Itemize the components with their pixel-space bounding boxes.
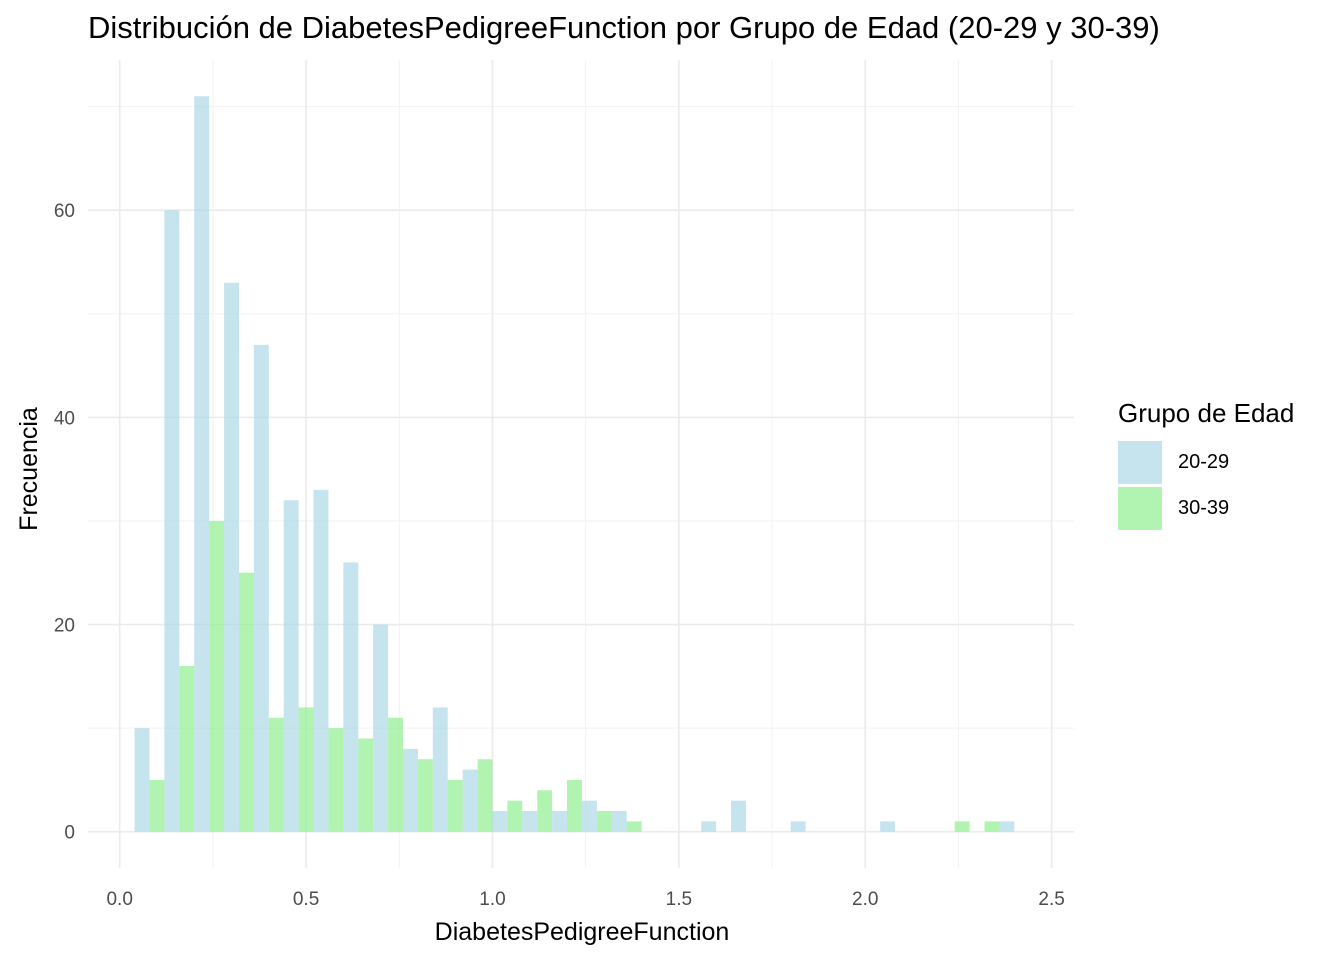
x-tick-label: 1.5: [666, 889, 692, 910]
bar-20-29-0.40: [253, 344, 269, 832]
bar-30-39-0.96: [477, 759, 493, 832]
bar-20-29-0.72: [373, 624, 389, 832]
bar-30-39-0.80: [417, 759, 433, 832]
bar-30-39-0.16: [179, 666, 195, 832]
bar-30-39-0.64: [358, 738, 374, 832]
bar-30-39-2.24: [954, 821, 970, 832]
bar-30-39-0.32: [238, 572, 254, 832]
bar-30-39-1.04: [507, 800, 523, 832]
x-tick-label: 0.5: [293, 889, 319, 910]
bar-20-29-0.64: [343, 562, 359, 832]
legend-key-20-29: [1118, 440, 1162, 484]
legend-label-30-39: 30-39: [1178, 496, 1230, 519]
legend: Grupo de Edad 20-29 30-39: [1118, 398, 1294, 531]
x-tick-label: 0.0: [106, 889, 132, 910]
legend-key-30-39: [1118, 486, 1162, 530]
y-tick-label: 60: [54, 201, 75, 222]
bar-20-29-2.08: [880, 821, 896, 832]
bar-20-29-1.84: [790, 821, 806, 832]
bar-30-39-0.40: [268, 717, 284, 832]
bar-30-39-0.24: [209, 520, 225, 832]
bar-20-29-1.68: [731, 800, 746, 832]
bar-20-29-0.32: [224, 282, 239, 832]
y-tick-label: 40: [54, 408, 75, 429]
bar-20-29-1.12: [522, 811, 538, 832]
bar-20-29-0.96: [462, 769, 478, 832]
bar-30-39-2.32: [984, 821, 1000, 832]
x-tick-label: 1.0: [479, 889, 505, 910]
bar-30-39-1.36: [626, 821, 642, 832]
bar-20-29-1.28: [581, 800, 597, 832]
bar-20-29-1.36: [611, 811, 627, 832]
y-tick-label: 0: [64, 823, 75, 844]
bar-30-39-0.72: [388, 717, 403, 832]
bar-30-39-0.56: [328, 728, 344, 832]
bar-30-39-1.12: [537, 790, 553, 832]
bar-20-29-0.80: [402, 748, 418, 832]
bar-20-29-0.56: [313, 489, 329, 832]
x-tick-label: 2.0: [852, 889, 878, 910]
bar-30-39-0.88: [447, 779, 463, 832]
bar-20-29-1.20: [552, 811, 568, 832]
legend-title: Grupo de Edad: [1118, 398, 1295, 428]
chart-title: Distribución de DiabetesPedigreeFunction…: [88, 10, 1160, 45]
legend-item-20-29: 20-29: [1118, 439, 1294, 485]
bar-20-29-1.60: [701, 821, 717, 832]
bar-20-29-0.24: [194, 96, 210, 832]
legend-label-20-29: 20-29: [1178, 450, 1230, 473]
x-tick-label: 2.5: [1038, 889, 1064, 910]
bar-30-39-0.08: [149, 779, 165, 832]
bar-30-39-0.48: [298, 707, 314, 832]
bar-20-29-2.40: [999, 821, 1015, 832]
bars: [134, 96, 1015, 832]
bar-20-29-0.08: [134, 728, 150, 832]
y-tick-label: 20: [54, 616, 75, 637]
bar-30-39-1.28: [596, 811, 612, 832]
x-axis-title: DiabetesPedigreeFunction: [435, 918, 730, 946]
bar-30-39-1.20: [567, 779, 582, 832]
bar-20-29-1.04: [492, 811, 508, 832]
bar-20-29-0.16: [164, 210, 180, 832]
y-axis-title: Frecuencia: [15, 407, 43, 531]
tick-labels: 0.0 0.5 1.0 1.5 2.0 2.5 0 20 40 60: [54, 201, 1065, 910]
bar-20-29-0.48: [283, 500, 299, 832]
bar-20-29-0.88: [432, 707, 448, 832]
legend-item-30-39: 30-39: [1118, 485, 1294, 531]
